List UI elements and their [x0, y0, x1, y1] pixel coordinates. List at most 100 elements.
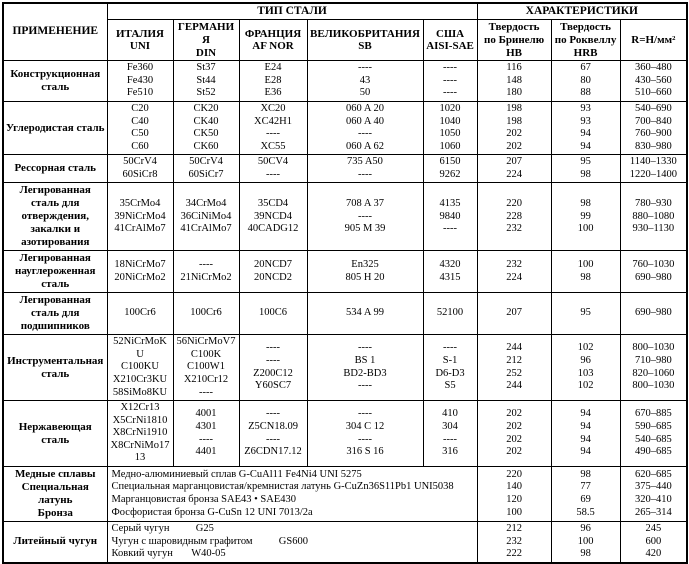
cell-aisi: 52100: [422, 292, 478, 336]
row-label: Легированная сталь для отверждения, зака…: [2, 182, 108, 252]
cell-uni: C20 C40 C50 C60: [106, 100, 174, 156]
cell-uni: 100Cr6: [106, 292, 174, 336]
cell-r: 670–885 590–685 540–685 490–685: [619, 400, 688, 468]
table-row-cast-iron: Литейный чугун Серый чугун G25 Чугун с ш…: [2, 520, 688, 564]
header-steel-type: ТИП СТАЛИ: [106, 2, 478, 21]
cell-din: 56NiCrMoV7 C100K C100W1 X210Cr12 ----: [172, 334, 240, 402]
cell-cast-iron-description: Серый чугун G25 Чугун с шаровидным графи…: [106, 520, 478, 564]
col-header-italy-uni: ИТАЛИЯ UNI: [106, 19, 174, 62]
cell-copper-alloys-description: Медно-алюминиевый сплав G-CuAl11 Fe4Ni4 …: [106, 466, 478, 522]
table-row-spring-steel: Рессорная сталь 50CrV4 60SiCr8 50CrV4 60…: [2, 154, 688, 184]
cell-aisi: ---- ---- ----: [422, 60, 478, 102]
cell-aisi: 1020 1040 1050 1060: [422, 100, 478, 156]
cell-hrb: 100 98: [550, 250, 621, 294]
cell-afnor: 20NCD7 20NCD2: [238, 250, 308, 294]
table-row-carbon-steel: Углеродистая сталь C20 C40 C50 C60 CK20 …: [2, 100, 688, 156]
header-characteristics: ХАРАКТЕРИСТИКИ: [476, 2, 688, 21]
cell-sb: En325 805 H 20: [306, 250, 424, 294]
cell-hb: 207: [476, 292, 552, 336]
cell-afnor: 50CV4 ----: [238, 154, 308, 184]
cell-uni: 52NiCrMoKU C100KU X210Cr3KU 58SiMo8KU: [106, 334, 174, 402]
cell-din: 34CrMo4 36CiNiMo4 41CrAlMo7: [172, 182, 240, 252]
cell-sb: 708 A 37 ---- 905 M 39: [306, 182, 424, 252]
cell-r: 760–1030 690–980: [619, 250, 688, 294]
cell-afnor: 35CD4 39NCD4 40CADG12: [238, 182, 308, 252]
row-label: Конструкционная сталь: [2, 60, 108, 102]
row-label: Легированная сталь для подшипников: [2, 292, 108, 336]
row-label: Медные сплавы Специальная латунь Бронза: [2, 466, 108, 522]
col-header-usa-aisi-sae: США AISI-SAE: [422, 19, 478, 62]
cell-r: 360–480 430–560 510–660: [619, 60, 688, 102]
cell-hrb: 93 93 94 94: [550, 100, 621, 156]
cell-sb: ---- BS 1 BD2-BD3 ----: [306, 334, 424, 402]
cell-hrb: 102 96 103 102: [550, 334, 621, 402]
cell-hrb: 67 80 88: [550, 60, 621, 102]
cell-hb: 244 212 252 244: [476, 334, 552, 402]
cell-uni: 50CrV4 60SiCr8: [106, 154, 174, 184]
cell-hb: 220 228 232: [476, 182, 552, 252]
table-row-tool-steel: Инструментальная сталь 52NiCrMoKU C100KU…: [2, 334, 688, 402]
cell-din: 4001 4301 ---- 4401: [172, 400, 240, 468]
cell-hb: 116 148 180: [476, 60, 552, 102]
col-header-greatbritain-sb: ВЕЛИКОБРИТАНИЯ SB: [306, 19, 424, 62]
cell-sb: 735 A50 ----: [306, 154, 424, 184]
cell-afnor: XC20 XC42H1 ---- XC55: [238, 100, 308, 156]
col-header-rockwell-hrb: Твердость по Роквеллу HRB: [550, 19, 621, 62]
header-row-groups: ПРИМЕНЕНИЕ ТИП СТАЛИ ХАРАКТЕРИСТИКИ: [2, 2, 688, 62]
header-row-columns: ИТАЛИЯ UNI ГЕРМАНИЯ DIN ФРАНЦИЯ AF NOR В…: [3, 19, 688, 62]
cell-hb: 220 140 120 100: [476, 466, 552, 522]
table-row-structural-steel: Конструкционная сталь Fe360 Fe430 Fe510 …: [2, 60, 688, 102]
col-header-application: ПРИМЕНЕНИЕ: [2, 2, 108, 62]
cell-aisi: 4135 9840 ----: [422, 182, 478, 252]
cell-r: 540–690 700–840 760–900 830–980: [619, 100, 688, 156]
cell-r: 245 600 420: [619, 520, 688, 564]
cell-sb: ---- 43 50: [306, 60, 424, 102]
cell-hrb: 95 98: [550, 154, 621, 184]
cell-din: CK20 CK40 CK50 CK60: [172, 100, 240, 156]
col-header-germany-din: ГЕРМАНИЯ DIN: [172, 19, 240, 62]
cell-afnor: 100C6: [238, 292, 308, 336]
cell-din: ---- 21NiCrMo2: [172, 250, 240, 294]
cell-r: 620–685 375–440 320–410 265–314: [619, 466, 688, 522]
cell-afnor: ---- ---- Z200C12 Y60SC7: [238, 334, 308, 402]
row-label: Инструментальная сталь: [2, 334, 108, 402]
cell-din: 50CrV4 60SiCr7: [172, 154, 240, 184]
cell-hb: 207 224: [476, 154, 552, 184]
cell-r: 780–930 880–1080 930–1130: [619, 182, 688, 252]
row-label: Углеродистая сталь: [2, 100, 108, 156]
cell-afnor: E24 E28 E36: [238, 60, 308, 102]
cell-r: 800–1030 710–980 820–1060 800–1030: [619, 334, 688, 402]
cell-hb: 232 224: [476, 250, 552, 294]
cell-hrb: 98 77 69 58.5: [550, 466, 621, 522]
col-header-strength-r: R=Н/мм²: [619, 19, 688, 62]
cell-uni: 18NiCrMo7 20NiCrMo2: [106, 250, 174, 294]
cell-hb: 202 202 202 202: [476, 400, 552, 468]
cell-hrb: 94 94 94 94: [550, 400, 621, 468]
cell-sb: 534 A 99: [306, 292, 424, 336]
cell-aisi: 4320 4315: [422, 250, 478, 294]
table-row-stainless-steel: Нержавеющая сталь X12Cr13 X5CrNi1810 X8C…: [2, 400, 688, 468]
cell-afnor: ---- Z5CN18.09 ---- Z6CDN17.12: [238, 400, 308, 468]
cell-hrb: 95: [550, 292, 621, 336]
cell-din: St37 St44 St52: [172, 60, 240, 102]
cell-hrb: 98 99 100: [550, 182, 621, 252]
cell-uni: X12Cr13 X5CrNi1810 X8CrNi1910 X8CrNiMo17…: [106, 400, 174, 468]
cell-uni: 35CrMo4 39NiCrMo4 41CrAlMo7: [106, 182, 174, 252]
cell-r: 690–980: [619, 292, 688, 336]
row-label: Литейный чугун: [2, 520, 108, 564]
cell-aisi: ---- S-1 D6-D3 S5: [422, 334, 478, 402]
cell-r: 1140–1330 1220–1400: [619, 154, 688, 184]
table-row-bearing-steel: Легированная сталь для подшипников 100Cr…: [2, 292, 688, 336]
col-header-brinell-hb: Твердость по Бринелю HB: [476, 19, 552, 62]
cell-uni: Fe360 Fe430 Fe510: [106, 60, 174, 102]
cell-hb: 212 232 222: [476, 520, 552, 564]
cell-aisi: 6150 9262: [422, 154, 478, 184]
cell-hb: 198 198 202 202: [476, 100, 552, 156]
table-row-copper-alloys: Медные сплавы Специальная латунь Бронза …: [2, 466, 688, 522]
row-label: Легированная науглероженная сталь: [2, 250, 108, 294]
col-header-france-afnor: ФРАНЦИЯ AF NOR: [238, 19, 308, 62]
row-label: Рессорная сталь: [2, 154, 108, 184]
table-row-alloy-hardening-steel: Легированная сталь для отверждения, зака…: [2, 182, 688, 252]
table-row-alloy-carburized-steel: Легированная науглероженная сталь 18NiCr…: [2, 250, 688, 294]
